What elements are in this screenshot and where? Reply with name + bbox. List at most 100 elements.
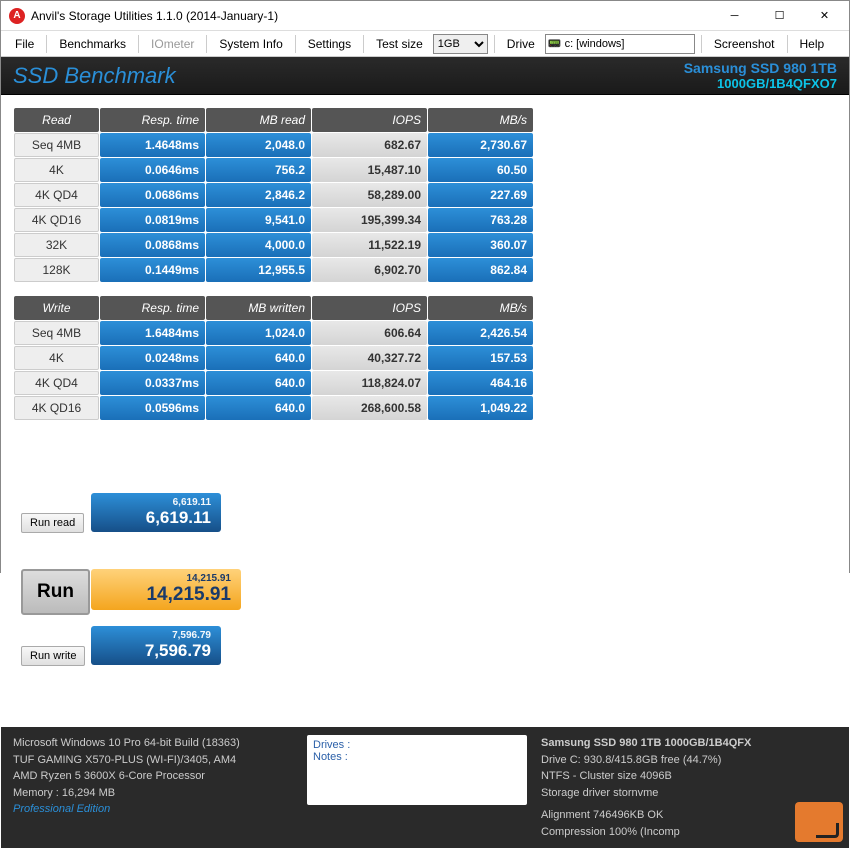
close-button[interactable]: ✕ [802,2,847,30]
cell-iops: 606.64 [312,321,427,345]
run-button[interactable]: Run [21,569,90,615]
total-score: 14,215.91 14,215.91 [91,569,241,610]
drive-info: Samsung SSD 980 1TB 1000GB/1B4QFX Drive … [541,735,837,840]
menu-screenshot[interactable]: Screenshot [708,35,781,53]
row-label: 4K [14,346,99,370]
cell-mb: 2,846.2 [206,183,311,207]
menu-iometer[interactable]: IOmeter [145,35,200,53]
header: SSD Benchmark Samsung SSD 980 1TB 1000GB… [1,57,849,95]
table-row: 128K0.1449ms12,955.56,902.70862.84 [14,258,533,282]
menu-system-info[interactable]: System Info [213,35,288,53]
test-size-select[interactable]: 1GB [433,34,488,54]
edition-label: Professional Edition [13,801,293,818]
table-row: Seq 4MB1.4648ms2,048.0682.672,730.67 [14,133,533,157]
write-score: 7,596.79 7,596.79 [91,626,221,665]
row-label: 4K QD4 [14,183,99,207]
cell-resp: 0.0337ms [100,371,205,395]
cell-resp: 0.0596ms [100,396,205,420]
col-mbs: MB/s [428,108,533,132]
table-row: 4K0.0248ms640.040,327.72157.53 [14,346,533,370]
cell-mbs: 464.16 [428,371,533,395]
col-mbs: MB/s [428,296,533,320]
row-label: 32K [14,233,99,257]
footer: Microsoft Windows 10 Pro 64-bit Build (1… [1,727,849,848]
cell-mb: 640.0 [206,396,311,420]
maximize-button[interactable]: ☐ [757,2,802,30]
cell-iops: 682.67 [312,133,427,157]
system-info: Microsoft Windows 10 Pro 64-bit Build (1… [13,735,293,840]
device-name: Samsung SSD 980 1TB [684,60,837,76]
cell-mbs: 60.50 [428,158,533,182]
window-title: Anvil's Storage Utilities 1.1.0 (2014-Ja… [31,9,712,23]
page-title: SSD Benchmark [13,63,684,89]
table-row: 4K0.0646ms756.215,487.1060.50 [14,158,533,182]
cell-iops: 15,487.10 [312,158,427,182]
cell-mbs: 862.84 [428,258,533,282]
cell-mb: 2,048.0 [206,133,311,157]
device-serial: 1000GB/1B4QFXO7 [684,76,837,91]
table-row: 32K0.0868ms4,000.011,522.19360.07 [14,233,533,257]
cell-iops: 268,600.58 [312,396,427,420]
menu-help[interactable]: Help [794,35,831,53]
col-iops: IOPS [312,108,427,132]
cell-resp: 0.0868ms [100,233,205,257]
col-resp: Resp. time [100,108,205,132]
write-table: Write Resp. time MB written IOPS MB/s Se… [13,295,534,421]
cell-mb: 1,024.0 [206,321,311,345]
menubar: File Benchmarks IOmeter System Info Sett… [1,31,849,57]
cell-iops: 40,327.72 [312,346,427,370]
drive-label: Drive [501,35,541,53]
cell-iops: 58,289.00 [312,183,427,207]
row-label: Seq 4MB [14,321,99,345]
titlebar: A Anvil's Storage Utilities 1.1.0 (2014-… [1,1,849,31]
cell-mb: 9,541.0 [206,208,311,232]
cell-mbs: 2,730.67 [428,133,533,157]
menu-settings[interactable]: Settings [302,35,357,53]
menu-benchmarks[interactable]: Benchmarks [53,35,132,53]
cell-resp: 1.4648ms [100,133,205,157]
cell-iops: 195,399.34 [312,208,427,232]
cell-mbs: 2,426.54 [428,321,533,345]
cell-resp: 0.1449ms [100,258,205,282]
row-label: 4K QD16 [14,208,99,232]
cell-mbs: 1,049.22 [428,396,533,420]
cell-resp: 0.0646ms [100,158,205,182]
write-header: Write [14,296,99,320]
col-iops: IOPS [312,296,427,320]
row-label: 128K [14,258,99,282]
cell-mbs: 227.69 [428,183,533,207]
cell-iops: 11,522.19 [312,233,427,257]
row-label: Seq 4MB [14,133,99,157]
right-panel: Run read 6,619.11 6,619.11 Run 14,215.91… [21,421,321,721]
minimize-button[interactable]: ─ [712,2,757,30]
table-row: 4K QD160.0596ms640.0268,600.581,049.22 [14,396,533,420]
drive-select[interactable]: 📟 c: [windows] [545,34,695,54]
test-size-label: Test size [370,35,429,53]
cell-mb: 640.0 [206,371,311,395]
cell-resp: 0.0686ms [100,183,205,207]
table-row: 4K QD160.0819ms9,541.0195,399.34763.28 [14,208,533,232]
cell-mbs: 360.07 [428,233,533,257]
cell-mbs: 763.28 [428,208,533,232]
run-write-button[interactable]: Run write [21,646,85,666]
table-row: Seq 4MB1.6484ms1,024.0606.642,426.54 [14,321,533,345]
content: Read Resp. time MB read IOPS MB/s Seq 4M… [1,95,849,727]
notes-box[interactable]: Drives : Notes : [307,735,527,805]
menu-file[interactable]: File [9,35,40,53]
table-row: 4K QD40.0337ms640.0118,824.07464.16 [14,371,533,395]
table-row: 4K QD40.0686ms2,846.258,289.00227.69 [14,183,533,207]
cell-mb: 4,000.0 [206,233,311,257]
row-label: 4K QD16 [14,396,99,420]
read-header: Read [14,108,99,132]
cell-iops: 6,902.70 [312,258,427,282]
cell-iops: 118,824.07 [312,371,427,395]
app-icon: A [9,8,25,24]
vendor-logo-icon [795,802,843,842]
cell-mbs: 157.53 [428,346,533,370]
col-mb-read: MB read [206,108,311,132]
row-label: 4K [14,158,99,182]
run-read-button[interactable]: Run read [21,513,84,533]
read-table: Read Resp. time MB read IOPS MB/s Seq 4M… [13,107,534,283]
cell-mb: 756.2 [206,158,311,182]
read-score: 6,619.11 6,619.11 [91,493,221,532]
